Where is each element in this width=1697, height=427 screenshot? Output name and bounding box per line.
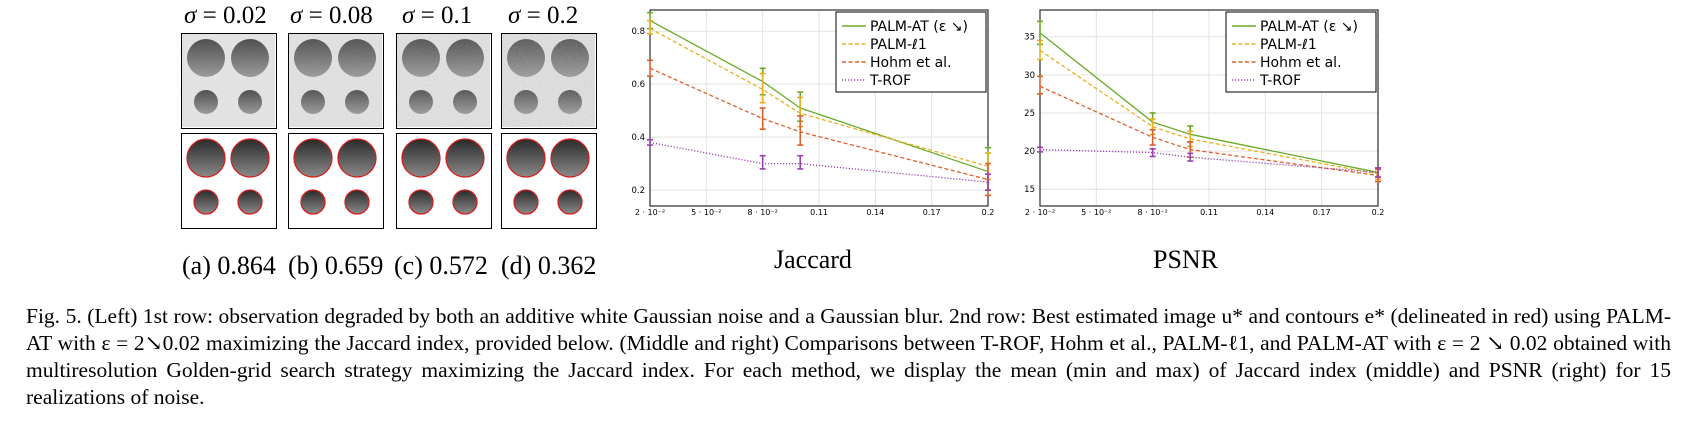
jaccard-plot-frame	[649, 9, 989, 207]
sublabel-c: (c) 0.572	[394, 251, 488, 280]
jaccard-xtick-label: 0.2	[982, 208, 995, 217]
observation-image-3	[396, 33, 492, 129]
noise-level-header-3: σ = 0.1	[402, 2, 473, 29]
jaccard-series-line-4	[649, 141, 989, 183]
jaccard-legend-label-2: PALM-ℓ1	[870, 37, 927, 53]
sublabel-b: (b) 0.659	[288, 251, 384, 280]
psnr-panel-title: PSNR	[1153, 245, 1219, 274]
psnr-legend-label-4: T-ROF	[1259, 73, 1301, 89]
jaccard-series-line-3	[649, 67, 989, 181]
noise-level-header-2: σ = 0.08	[290, 2, 373, 29]
psnr-ytick-label: 25	[1024, 109, 1035, 119]
jaccard-ytick-label: 0.8	[631, 27, 645, 37]
psnr-ytick-label: 35	[1024, 33, 1035, 43]
psnr-legend-label-1: PALM-AT (ε ↘)	[1260, 19, 1358, 35]
jaccard-legend-label-4: T-ROF	[869, 73, 911, 89]
psnr-xtick-label: 5 · 10⁻²	[1081, 208, 1111, 217]
jaccard-series-line-2	[649, 27, 989, 167]
psnr-xtick-label: 0.14	[1256, 208, 1274, 217]
psnr-chart: 2 · 10⁻² 5 · 10⁻² 8 · 10⁻² 0.11 0.14 0.17 0.2 1…	[1024, 9, 1385, 217]
jaccard-ytick-label: 0.6	[631, 80, 645, 90]
psnr-series-line-1	[1039, 32, 1379, 174]
estimate-image-2	[288, 133, 384, 229]
jaccard-ytick-label: 0.4	[631, 133, 645, 143]
jaccard-ytick-label: 0.2	[631, 186, 645, 196]
jaccard-xtick-label: 0.11	[810, 208, 828, 217]
estimate-image-3	[396, 133, 492, 229]
psnr-ytick-label: 20	[1024, 147, 1035, 157]
sublabel-d: (d) 0.362	[501, 251, 597, 280]
psnr-legend-label-2: PALM-ℓ1	[1260, 37, 1317, 53]
jaccard-xtick-label: 0.17	[923, 208, 941, 217]
jaccard-chart: 2 · 10⁻² 5 · 10⁻² 8 · 10⁻² 0.11 0.14 0.17 0.2 0…	[631, 9, 995, 217]
psnr-plot-frame	[1039, 9, 1379, 207]
psnr-xtick-label: 2 · 10⁻²	[1025, 208, 1055, 217]
psnr-xtick-label: 0.2	[1372, 208, 1385, 217]
psnr-legend-label-3: Hohm et al.	[1260, 55, 1342, 71]
psnr-series-line-3	[1039, 85, 1379, 177]
jaccard-xtick-label: 5 · 10⁻²	[691, 208, 721, 217]
jaccard-panel-title: Jaccard	[774, 245, 852, 274]
jaccard-xtick-label: 2 · 10⁻²	[635, 208, 665, 217]
psnr-xtick-label: 0.17	[1313, 208, 1331, 217]
observation-image-4	[501, 33, 597, 129]
psnr-ytick-label: 30	[1024, 71, 1035, 81]
jaccard-xtick-label: 0.14	[866, 208, 884, 217]
estimate-image-4	[501, 133, 597, 229]
noise-level-header-4: σ = 0.2	[508, 2, 579, 29]
psnr-xtick-label: 8 · 10⁻²	[1138, 208, 1168, 217]
sublabel-a: (a) 0.864	[182, 251, 276, 280]
jaccard-legend-label-1: PALM-AT (ε ↘)	[870, 19, 968, 35]
psnr-ytick-label: 15	[1024, 185, 1035, 195]
jaccard-xtick-label: 8 · 10⁻²	[748, 208, 778, 217]
jaccard-legend-label-3: Hohm et al.	[870, 55, 952, 71]
estimate-image-1	[181, 133, 277, 229]
psnr-series-line-2	[1039, 49, 1379, 175]
observation-image-1	[181, 33, 277, 129]
psnr-xtick-label: 0.11	[1200, 208, 1218, 217]
observation-image-2	[288, 33, 384, 129]
figure-caption: Fig. 5. (Left) 1st row: observation degr…	[26, 304, 1671, 409]
noise-level-header-1: σ = 0.02	[184, 2, 267, 29]
